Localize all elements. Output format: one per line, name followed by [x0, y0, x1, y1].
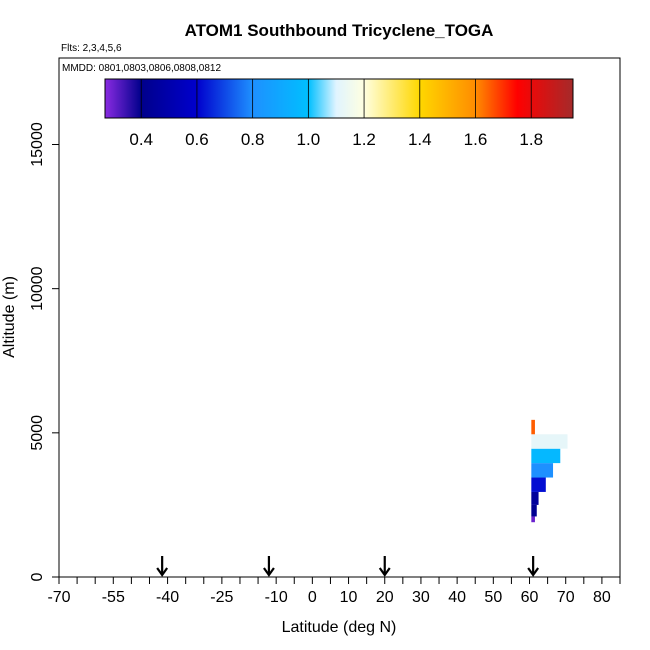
- x-tick-label: 80: [593, 589, 611, 606]
- colorbar-bar: [104, 78, 574, 119]
- data-cell: [531, 434, 568, 449]
- data-cell: [531, 419, 535, 435]
- x-tick-label: 70: [557, 589, 575, 606]
- colorbar-tick-label: 0.8: [241, 130, 265, 149]
- colorbar-ticks: 0.4 0.6 0.8 1.0 1.2 1.4 1.6 1.8: [129, 79, 543, 149]
- x-tick-label: 30: [412, 589, 430, 606]
- data-cell: [531, 491, 539, 505]
- x-tick-label: -25: [210, 589, 233, 606]
- flight-marker-arrow: [263, 556, 275, 577]
- x-tick-label: -10: [265, 589, 288, 606]
- colorbar: 0.4 0.6 0.8 1.0 1.2 1.4 1.6 1.8: [104, 78, 574, 149]
- x-axis: -70 -55 -40 -25 -10 0 10 20 30 40 50 60 70 80: [47, 577, 621, 606]
- x-tick-label: 50: [484, 589, 502, 606]
- data-cell: [531, 504, 537, 517]
- data-cell: [531, 463, 554, 478]
- colorbar-tick-label: 1.4: [408, 130, 432, 149]
- x-tick-label: 20: [376, 589, 394, 606]
- flights-label: Flts: 2,3,4,5,6: [61, 43, 122, 54]
- plot-frame: [58, 57, 621, 578]
- dates-label: MMDD: 0801,0803,0806,0808,0812: [62, 63, 221, 74]
- flight-markers: [156, 556, 540, 577]
- x-tick-label: 60: [521, 589, 539, 606]
- y-tick-label: 15000: [29, 122, 46, 167]
- x-tick-label: 0: [308, 589, 317, 606]
- x-tick-label: 40: [448, 589, 466, 606]
- data-cell: [531, 516, 535, 523]
- flight-marker-arrow: [156, 556, 169, 577]
- x-tick-label: -55: [102, 589, 125, 606]
- colorbar-tick-label: 1.2: [352, 130, 376, 149]
- colorbar-tick-label: 1.0: [297, 130, 321, 149]
- x-axis-label: Latitude (deg N): [282, 619, 397, 636]
- y-tick-label: 5000: [29, 415, 46, 451]
- colorbar-tick-label: 1.8: [519, 130, 543, 149]
- x-tick-label: -70: [47, 589, 70, 606]
- colorbar-tick-label: 0.6: [185, 130, 209, 149]
- y-axis: 0 5000 10000 15000: [29, 122, 59, 581]
- colorbar-tick-label: 0.4: [129, 130, 153, 149]
- data-cell: [531, 477, 546, 492]
- colorbar-tick-label: 1.6: [464, 130, 488, 149]
- y-tick-label: 0: [29, 572, 46, 581]
- y-tick-label: 10000: [29, 266, 46, 311]
- flight-marker-arrow: [527, 556, 540, 577]
- chart-title: ATOM1 Southbound Tricyclene_TOGA: [185, 21, 494, 40]
- y-axis-label: Altitude (m): [1, 276, 18, 358]
- x-tick-label: 10: [340, 589, 358, 606]
- data-layer: [531, 419, 568, 523]
- x-tick-label: -40: [156, 589, 179, 606]
- data-cell: [531, 448, 561, 464]
- flight-marker-arrow: [378, 556, 391, 577]
